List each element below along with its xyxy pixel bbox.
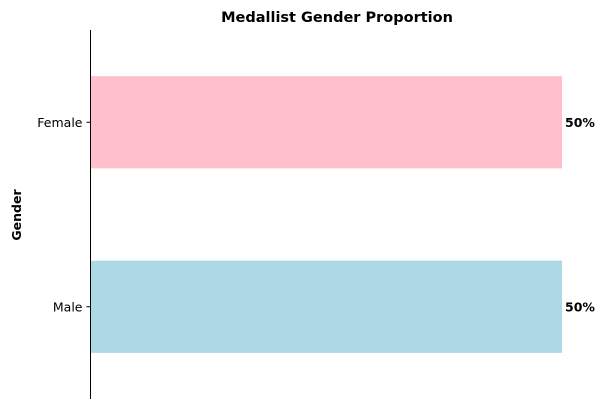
y-tick-label-female: Female (37, 115, 83, 130)
bar-female (90, 76, 562, 169)
y-axis-label: Gender (9, 189, 24, 241)
chart-title: Medallist Gender Proportion (221, 10, 453, 26)
y-ticks-group: Male Female (37, 115, 91, 314)
bar-male (90, 260, 562, 353)
data-label-male: 50% (565, 299, 595, 314)
data-label-female: 50% (565, 115, 595, 130)
bars-group (90, 76, 562, 353)
data-labels-group: 50% 50% (565, 115, 595, 315)
y-tick-label-male: Male (53, 299, 83, 314)
